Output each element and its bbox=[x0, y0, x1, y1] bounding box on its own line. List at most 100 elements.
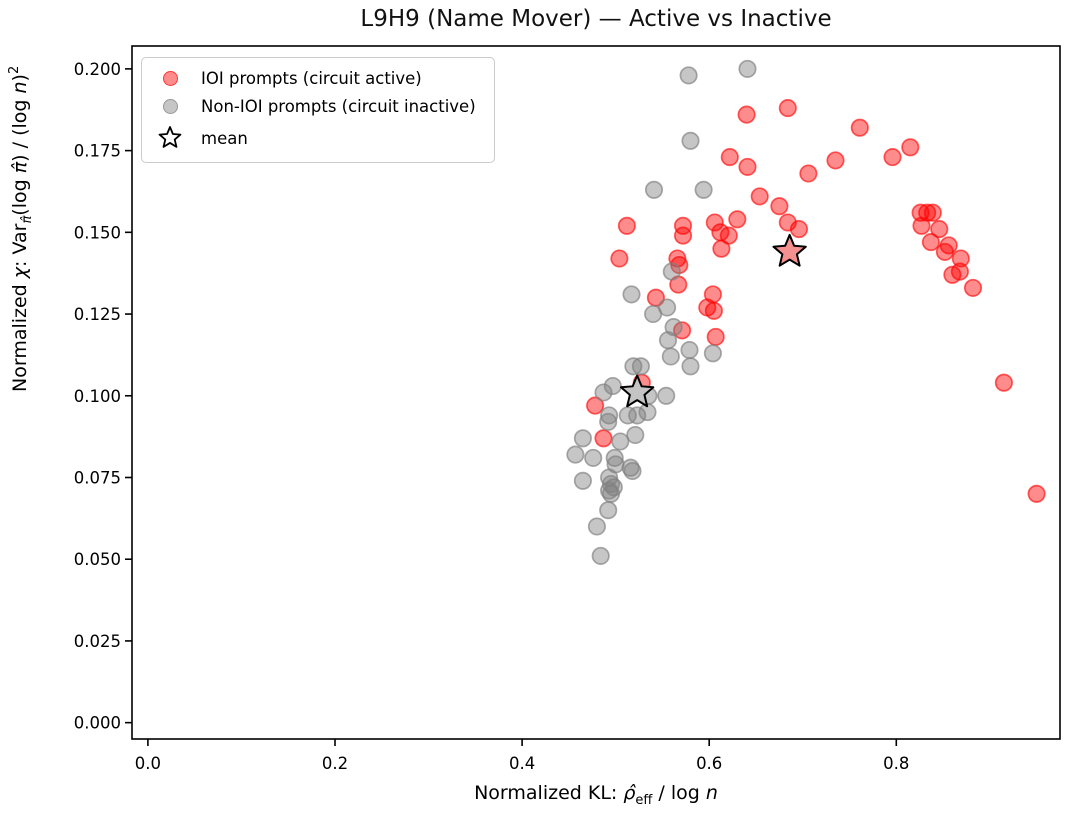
x-tick-label: 0.2 bbox=[322, 754, 348, 773]
x-tick-label: 0.8 bbox=[883, 754, 909, 773]
data-point-ioi bbox=[826, 151, 845, 170]
y-axis-label-mid1: (log bbox=[9, 173, 31, 216]
mean-star-non-ioi bbox=[619, 374, 655, 408]
data-point-ioi bbox=[923, 203, 942, 222]
data-point-non-ioi bbox=[644, 304, 663, 324]
legend-item-non-ioi: Non-IOI prompts (circuit inactive) bbox=[152, 97, 476, 116]
data-point-non-ioi bbox=[599, 412, 618, 431]
data-point-non-ioi bbox=[573, 471, 592, 490]
data-point-ioi bbox=[935, 242, 954, 261]
data-point-non-ioi bbox=[611, 432, 630, 451]
x-axis-label-mid: / log bbox=[652, 782, 706, 804]
data-point-ioi bbox=[712, 239, 731, 258]
data-point-ioi bbox=[737, 105, 756, 124]
x-tick-label: 0.0 bbox=[135, 754, 161, 773]
data-point-non-ioi bbox=[738, 59, 757, 78]
legend-label-non-ioi: Non-IOI prompts (circuit inactive) bbox=[201, 97, 476, 116]
data-point-non-ioi bbox=[594, 383, 613, 402]
data-point-non-ioi bbox=[605, 448, 624, 467]
y-tick-label: 0.125 bbox=[74, 305, 121, 324]
data-point-non-ioi bbox=[661, 347, 680, 366]
data-point-ioi bbox=[1027, 484, 1046, 503]
data-point-non-ioi bbox=[566, 445, 585, 464]
x-tick-label: 0.6 bbox=[696, 754, 722, 773]
x-axis-label-n: n bbox=[705, 782, 718, 804]
data-point-ioi bbox=[901, 138, 920, 157]
data-point-ioi bbox=[750, 187, 769, 206]
y-tick-label: 0.050 bbox=[74, 550, 121, 569]
y-axis-label-mid2: ) / (log bbox=[9, 93, 31, 162]
data-point-non-ioi bbox=[657, 386, 676, 405]
data-point-ioi bbox=[921, 233, 940, 252]
y-tick-label: 0.100 bbox=[74, 387, 121, 406]
y-axis-label-mid3: ) bbox=[9, 74, 31, 82]
data-point-ioi bbox=[673, 226, 693, 245]
y-tick-label: 0.150 bbox=[74, 223, 121, 242]
chart-title: L9H9 (Name Mover) — Active vs Inactive bbox=[360, 6, 832, 32]
data-point-ioi bbox=[994, 373, 1013, 392]
data-point-ioi bbox=[799, 164, 818, 183]
data-point-non-ioi bbox=[680, 340, 699, 360]
x-axis-label-text: Normalized KL: bbox=[474, 782, 624, 804]
legend-marker-cell bbox=[152, 125, 188, 151]
data-point-non-ioi bbox=[681, 131, 700, 150]
y-axis-label-n: n bbox=[9, 81, 31, 94]
data-point-non-ioi bbox=[601, 484, 621, 503]
legend-label-mean: mean bbox=[201, 128, 248, 148]
data-point-ioi bbox=[728, 210, 747, 229]
data-point-non-ioi bbox=[662, 262, 681, 281]
x-tick-label: 0.4 bbox=[509, 754, 535, 773]
data-point-ioi bbox=[950, 262, 969, 281]
data-point-ioi bbox=[594, 429, 613, 448]
data-point-non-ioi bbox=[644, 180, 664, 199]
data-point-ioi bbox=[617, 216, 636, 235]
x-axis-label: Normalized KL: ρ̂eff / log n bbox=[132, 782, 1060, 808]
data-point-ioi bbox=[912, 216, 931, 235]
data-point-ioi bbox=[770, 197, 789, 216]
legend-marker-cell bbox=[152, 71, 188, 86]
y-axis-label-sub: π̂ bbox=[20, 215, 35, 224]
data-point-non-ioi bbox=[591, 546, 610, 565]
mean-star-ioi bbox=[772, 233, 807, 267]
data-point-ioi bbox=[951, 249, 970, 268]
y-axis-label-pre2: : Var bbox=[9, 223, 31, 267]
y-tick-label: 0.175 bbox=[74, 142, 121, 161]
data-point-non-ioi bbox=[600, 406, 619, 425]
data-point-ioi bbox=[778, 99, 797, 118]
data-point-non-ioi bbox=[628, 406, 647, 425]
data-point-non-ioi bbox=[626, 425, 645, 445]
data-point-non-ioi bbox=[703, 344, 722, 363]
data-point-ioi bbox=[673, 216, 693, 235]
axes-frame bbox=[131, 45, 1061, 740]
data-point-ioi bbox=[738, 157, 757, 176]
data-point-ioi bbox=[850, 118, 869, 137]
data-point-non-ioi bbox=[621, 458, 640, 477]
y-tick-label: 0.075 bbox=[74, 468, 121, 487]
data-point-ioi bbox=[883, 148, 902, 167]
data-point-non-ioi bbox=[584, 448, 603, 467]
data-point-ioi bbox=[610, 249, 629, 268]
y-axis-label-sup: 2 bbox=[7, 65, 22, 75]
data-point-ioi bbox=[705, 213, 724, 232]
legend-label-ioi: IOI prompts (circuit active) bbox=[201, 69, 422, 88]
data-point-ioi bbox=[911, 203, 930, 222]
legend-item-mean: mean bbox=[152, 125, 476, 151]
data-point-non-ioi bbox=[603, 376, 622, 396]
data-point-ioi bbox=[930, 220, 949, 239]
data-point-ioi bbox=[706, 327, 725, 346]
data-point-ioi bbox=[704, 301, 723, 320]
data-point-non-ioi bbox=[679, 66, 698, 85]
data-point-non-ioi bbox=[587, 517, 606, 536]
data-point-non-ioi bbox=[631, 357, 650, 376]
data-point-non-ioi bbox=[622, 285, 641, 304]
data-point-ioi bbox=[789, 220, 809, 239]
data-point-non-ioi bbox=[618, 406, 637, 425]
non-ioi-marker-icon bbox=[162, 99, 178, 114]
x-axis-label-sub: eff bbox=[635, 793, 653, 808]
y-tick-label: 0.000 bbox=[74, 714, 121, 733]
y-axis-label-pre: Normalized bbox=[9, 278, 31, 392]
y-axis-label-chi: χ bbox=[9, 266, 31, 279]
data-point-non-ioi bbox=[573, 429, 592, 448]
